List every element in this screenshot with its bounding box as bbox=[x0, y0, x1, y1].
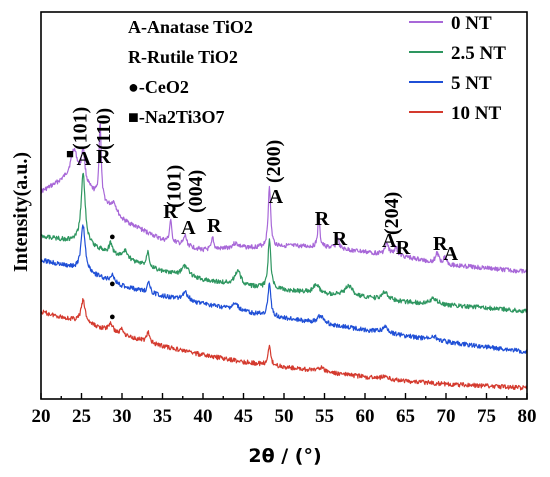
x-tick-label: 65 bbox=[396, 406, 415, 427]
peak-annotation: R bbox=[96, 146, 111, 168]
legend-label: 10 NT bbox=[451, 103, 501, 124]
x-tick-label: 35 bbox=[153, 406, 172, 427]
phase-key-rutile: R-Rutile TiO2 bbox=[128, 47, 238, 67]
series-line-1 bbox=[40, 172, 528, 314]
peak-annotation: (004) bbox=[185, 170, 207, 213]
peak-annotation: (101) bbox=[69, 107, 91, 150]
x-axis-title: 2θ / (°) bbox=[248, 445, 321, 467]
x-tick-label: 30 bbox=[113, 406, 132, 427]
annotations: ■ A R(101) (110)RA R(101) (004)(200)ARR A R(204… bbox=[66, 107, 458, 323]
x-tick-label: 40 bbox=[194, 406, 213, 427]
legend-label: 2.5 NT bbox=[451, 43, 506, 64]
peak-annotation: R bbox=[333, 228, 348, 250]
x-tick-label: 20 bbox=[32, 406, 51, 427]
peak-annotation: ● bbox=[109, 311, 116, 323]
series-layer bbox=[40, 121, 528, 391]
peak-annotation: R bbox=[396, 237, 411, 259]
x-tick-label: 70 bbox=[437, 406, 456, 427]
x-tick-label: 45 bbox=[234, 406, 253, 427]
peak-annotation: A bbox=[444, 243, 459, 265]
phase-key-anatase: A-Anatase TiO2 bbox=[128, 17, 253, 37]
x-tick-label: 55 bbox=[315, 406, 334, 427]
peak-annotation: ● bbox=[109, 231, 116, 243]
x-tick-label: 50 bbox=[275, 406, 294, 427]
peak-annotation: (110) bbox=[93, 108, 115, 150]
series-line-2 bbox=[40, 224, 528, 355]
legend: 0 NT 2.5 NT 5 NT 10 NT bbox=[409, 13, 506, 124]
peak-annotation: R bbox=[163, 201, 178, 223]
legend-label: 5 NT bbox=[451, 73, 492, 94]
peak-annotation: R bbox=[207, 215, 222, 237]
series-line-3 bbox=[40, 298, 528, 391]
peak-annotation: ■ bbox=[66, 146, 74, 161]
peak-annotation: R bbox=[433, 233, 448, 255]
x-tick-label: 75 bbox=[477, 406, 496, 427]
peak-annotation: (101) bbox=[163, 165, 185, 208]
x-tick-label: 25 bbox=[72, 406, 91, 427]
peak-annotation: ● bbox=[109, 278, 116, 290]
y-axis-title: Intensity(a.u.) bbox=[10, 152, 32, 272]
peak-annotation: A bbox=[269, 186, 284, 208]
phase-key-na2ti3o7: ■-Na2Ti3O7 bbox=[128, 107, 225, 127]
x-tick-label: 60 bbox=[356, 406, 375, 427]
peak-annotation: R bbox=[315, 208, 330, 230]
phase-key-ceo2: ●-CeO2 bbox=[128, 77, 189, 97]
peak-annotation: A bbox=[181, 217, 196, 239]
phase-key: A-Anatase TiO2 R-Rutile TiO2 ●-CeO2 ■-Na… bbox=[128, 17, 253, 127]
peak-annotation: (200) bbox=[263, 140, 285, 183]
legend-label: 0 NT bbox=[451, 13, 492, 34]
peak-annotation: A bbox=[382, 230, 397, 252]
series-line-0 bbox=[40, 121, 528, 274]
x-tick-label: 80 bbox=[518, 406, 537, 427]
x-ticks: 20 25 30 35 40 45 50 55 60 65 70 75 80 bbox=[32, 393, 537, 427]
peak-annotation: A bbox=[77, 148, 92, 170]
peak-annotation: (204) bbox=[381, 192, 403, 235]
